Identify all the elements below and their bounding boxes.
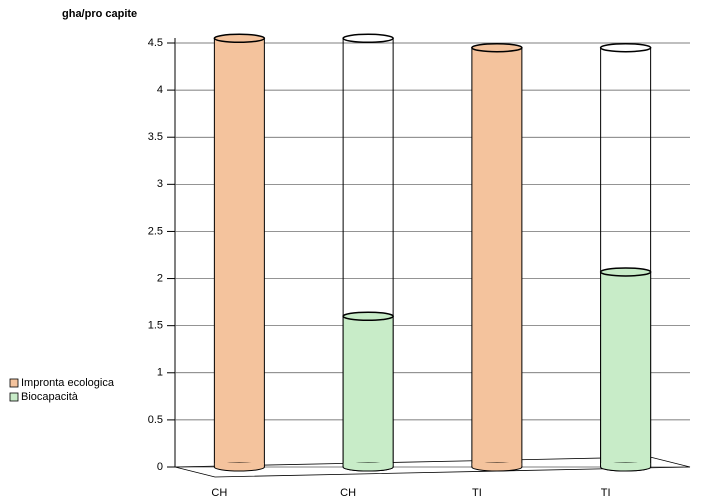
legend-swatch xyxy=(9,392,19,402)
y-tick-label: 1.5 xyxy=(148,320,163,332)
y-axis-label: gha/pro capite xyxy=(62,8,137,20)
y-tick-label: 2 xyxy=(157,272,163,284)
x-tick-label: CH xyxy=(211,487,227,499)
bar xyxy=(599,267,652,472)
x-tick-label: TI xyxy=(601,487,611,499)
bar xyxy=(342,311,394,472)
legend-label: Biocapacità xyxy=(21,391,79,403)
y-tick-label: 4 xyxy=(157,84,163,96)
y-tick-label: 4.5 xyxy=(148,37,163,49)
x-tick-label: TI xyxy=(472,487,482,499)
y-tick-label: 1 xyxy=(157,367,163,379)
y-tick-label: 0.5 xyxy=(148,414,163,426)
y-tick-label: 0 xyxy=(157,461,163,473)
y-tick-label: 3.5 xyxy=(148,131,163,143)
legend-swatch xyxy=(9,378,19,388)
bar xyxy=(471,42,523,472)
legend-label: Impronta ecologica xyxy=(21,377,115,389)
y-tick-label: 3 xyxy=(157,178,163,190)
y-tick-label: 2.5 xyxy=(148,225,163,237)
bar xyxy=(213,33,266,472)
x-tick-label: CH xyxy=(340,487,356,499)
